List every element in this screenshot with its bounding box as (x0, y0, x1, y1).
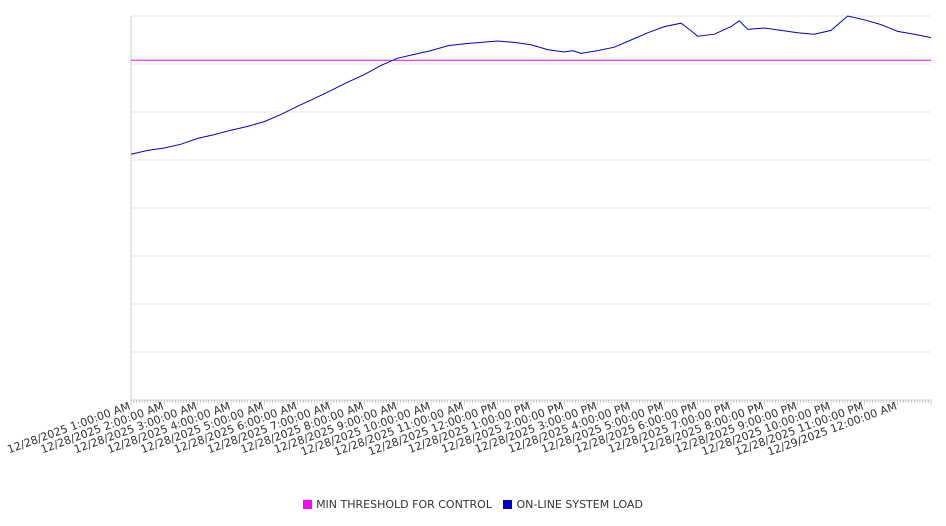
series-lines (130, 15, 932, 155)
legend-label-load: ON-LINE SYSTEM LOAD (516, 498, 643, 511)
series-line-1 (130, 15, 932, 155)
legend: MIN THRESHOLD FOR CONTROL ON-LINE SYSTEM… (0, 498, 946, 511)
legend-swatch-load (503, 500, 513, 509)
legend-swatch-threshold (303, 500, 313, 509)
legend-item-threshold[interactable]: MIN THRESHOLD FOR CONTROL (303, 498, 492, 511)
legend-item-load[interactable]: ON-LINE SYSTEM LOAD (503, 498, 643, 511)
x-axis-ticks (130, 400, 932, 405)
legend-label-threshold: MIN THRESHOLD FOR CONTROL (316, 498, 492, 511)
grid-lines (131, 15, 931, 353)
